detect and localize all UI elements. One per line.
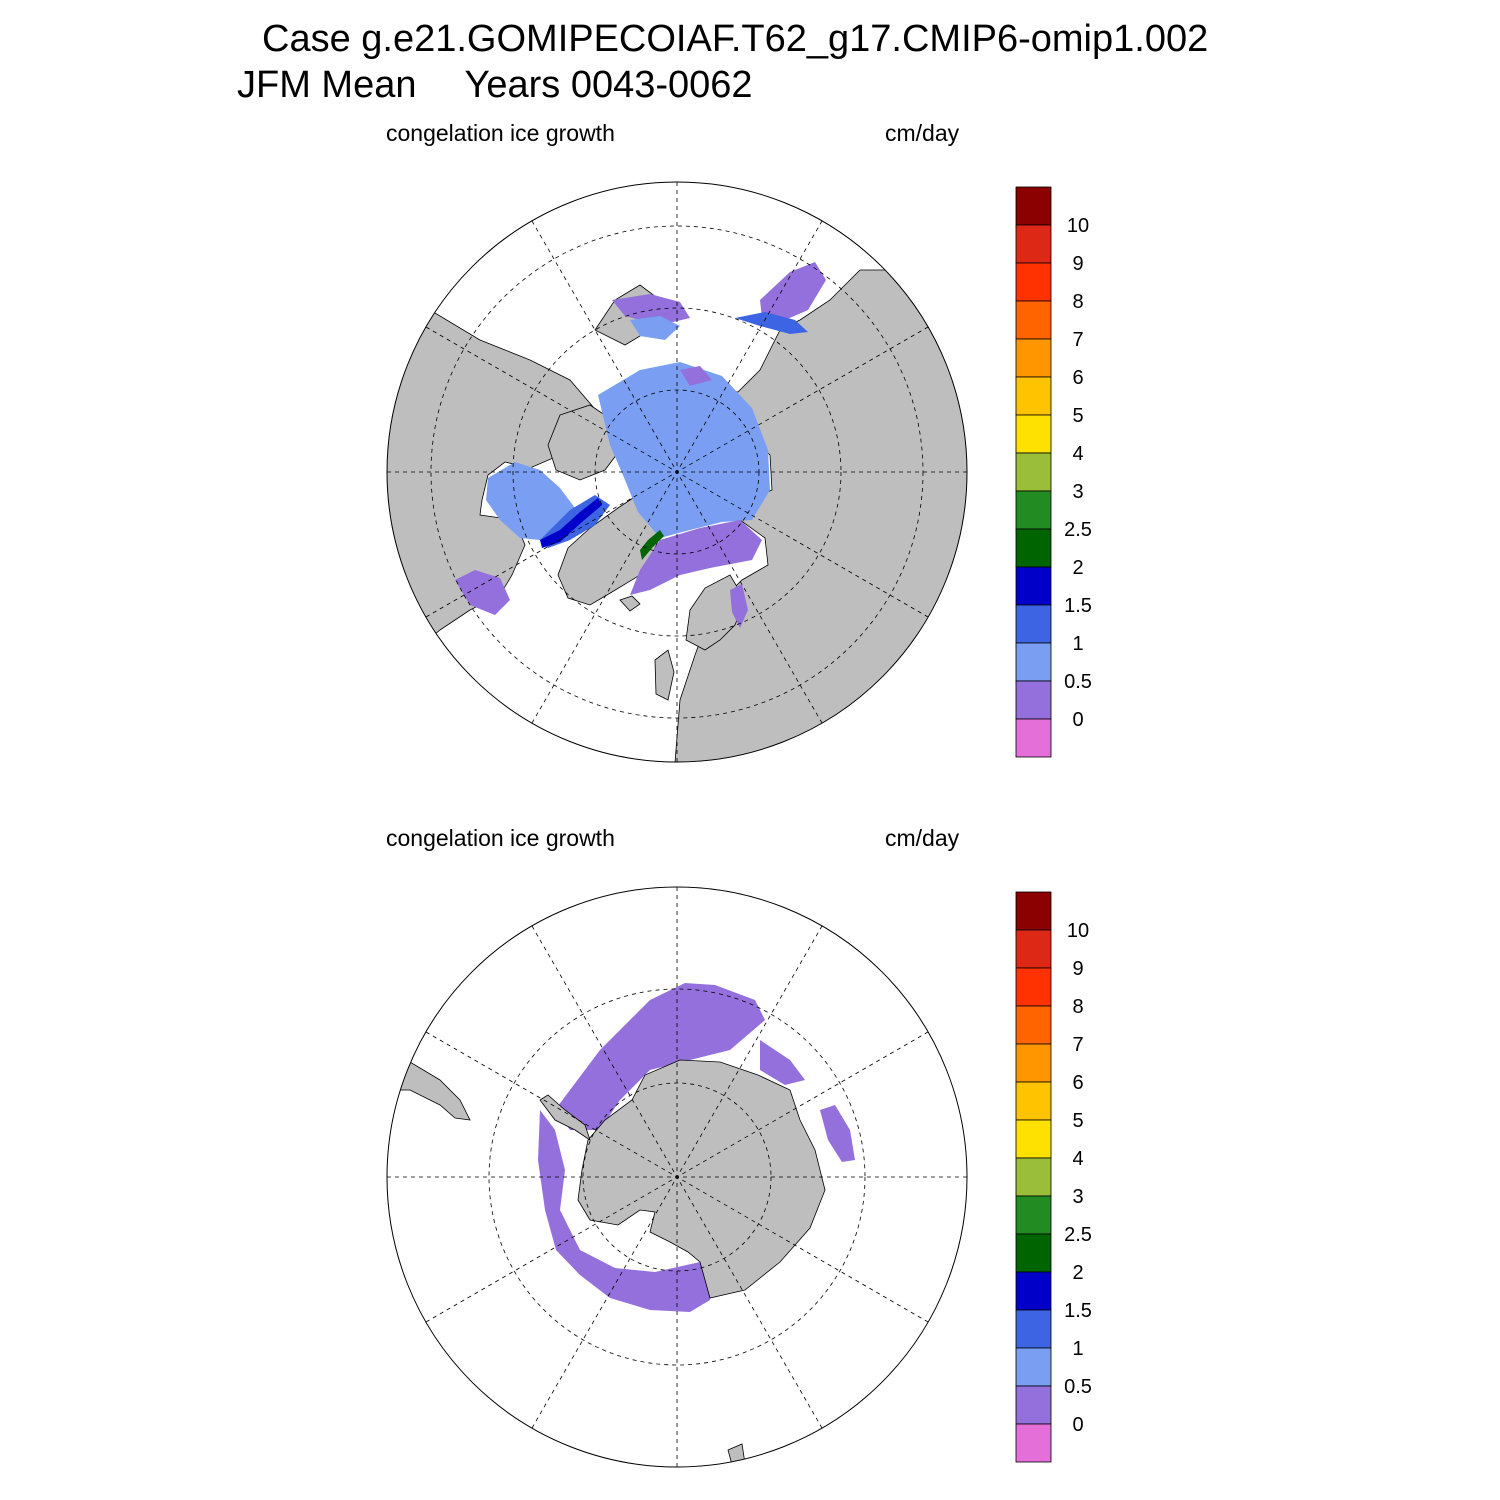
north-ice-greenland-edge	[540, 498, 602, 548]
colorbar-tick-label: 9	[1072, 253, 1083, 275]
north-variable-label: congelation ice growth	[386, 120, 615, 146]
colorbar-box	[1015, 1119, 1052, 1159]
colorbar-tick-label: 1	[1072, 633, 1083, 655]
south-land-antarctica	[577, 1059, 826, 1299]
colorbar-box	[1015, 1233, 1052, 1273]
colorbar-tick-label: 0.5	[1064, 1376, 1092, 1398]
colorbar-tick-label: 6	[1072, 367, 1083, 389]
north-ice-central-arctic	[598, 362, 770, 538]
south-units-label: cm/day	[885, 825, 960, 851]
colorbar-tick-label: 8	[1072, 291, 1083, 313]
north-ice-baltic	[730, 584, 748, 628]
colorbar-box	[1015, 1157, 1052, 1197]
colorbar-tick-label: 7	[1072, 1034, 1083, 1056]
colorbar-tick-label: 1.5	[1064, 595, 1092, 617]
colorbar-tick-label: 4	[1072, 443, 1083, 465]
colorbar-tick-label: 10	[1067, 215, 1089, 237]
north-ice-bering-blue	[630, 316, 680, 340]
colorbar-tick-label: 1	[1072, 1338, 1083, 1360]
colorbar-tick-label: 5	[1072, 405, 1083, 427]
colorbar-box	[1015, 490, 1052, 530]
colorbar-tick-label: 2.5	[1064, 1224, 1092, 1246]
colorbar-box	[1015, 967, 1052, 1007]
colorbar-box	[1015, 452, 1052, 492]
colorbar-box	[1015, 1081, 1052, 1121]
south-variable-label: congelation ice growth	[386, 825, 615, 851]
colorbar-box	[1015, 300, 1052, 340]
colorbar-box	[1015, 528, 1052, 568]
north-polar-map	[386, 181, 968, 763]
south-land-antarctic-peninsula	[539, 1094, 591, 1141]
south-ice-weddell-east	[760, 1040, 805, 1085]
south-graticule	[387, 887, 967, 1467]
colorbar-tick-label: 3	[1072, 481, 1083, 503]
colorbar-box	[1015, 414, 1052, 454]
colorbar-box	[1015, 604, 1052, 644]
colorbar-box	[1015, 1043, 1052, 1083]
colorbar-tick-label: 0	[1072, 709, 1083, 731]
colorbar-tick-label: 9	[1072, 958, 1083, 980]
colorbar-tick-label: 0	[1072, 1414, 1083, 1436]
colorbar-box	[1015, 718, 1052, 758]
colorbar-box	[1015, 186, 1052, 226]
colorbar-box	[1015, 680, 1052, 720]
north-ice-bering	[612, 294, 690, 325]
colorbar-tick-label: 8	[1072, 996, 1083, 1018]
colorbar-box	[1015, 566, 1052, 606]
colorbar-tick-label: 10	[1067, 920, 1089, 942]
years-label: Years 0043-0062	[464, 64, 753, 106]
south-colorbar: 0 0.5 1 1.5 2 2.5 3 4 5 6 7 8 9 10	[1015, 891, 1092, 1463]
colorbar-tick-label: 5	[1072, 1110, 1083, 1132]
colorbar-tick-label: 4	[1072, 1148, 1083, 1170]
north-graticule	[387, 182, 967, 762]
colorbar-tick-label: 2	[1072, 1262, 1083, 1284]
colorbar-box	[1015, 1195, 1052, 1235]
north-ice-okhotsk	[760, 262, 826, 320]
colorbar-box	[1015, 929, 1052, 969]
season-label: JFM Mean	[237, 64, 417, 106]
south-polar-map	[386, 886, 968, 1468]
colorbar-box	[1015, 891, 1052, 931]
colorbar-box	[1015, 1347, 1052, 1387]
colorbar-box	[1015, 1271, 1052, 1311]
colorbar-tick-label: 1.5	[1064, 1300, 1092, 1322]
south-ice-east-patch	[820, 1105, 855, 1162]
south-ice-ross	[538, 1110, 712, 1312]
south-ice-weddell	[555, 983, 765, 1130]
colorbar-tick-label: 0.5	[1064, 671, 1092, 693]
colorbar-box	[1015, 1423, 1052, 1463]
colorbar-tick-label: 2.5	[1064, 519, 1092, 541]
colorbar-tick-label: 2	[1072, 557, 1083, 579]
north-ice-east-siberian-light	[680, 366, 712, 386]
colorbar-box	[1015, 1005, 1052, 1045]
north-map-border	[386, 181, 968, 763]
north-ice-barents-kara	[630, 520, 762, 595]
colorbar-box	[1015, 1385, 1052, 1425]
colorbar-tick-label: 3	[1072, 1186, 1083, 1208]
colorbar-box	[1015, 1309, 1052, 1349]
north-ice-greenland-edge-green	[640, 530, 664, 560]
colorbar-box	[1015, 262, 1052, 302]
north-land-iceland	[619, 595, 641, 612]
north-land-arctic-islands	[547, 404, 621, 481]
north-colorbar: 0 0.5 1 1.5 2 2.5 3 4 5 6 7 8 9 10	[1015, 186, 1092, 758]
north-land-britain	[654, 649, 675, 701]
north-ice-baffin-hudson	[486, 462, 575, 540]
north-ice-okhotsk-edge	[735, 312, 808, 334]
case-title: Case g.e21.GOMIPECOIAF.T62_g17.CMIP6-omi…	[262, 18, 1209, 60]
colorbar-box	[1015, 338, 1052, 378]
season-title: JFM Mean Years 0043-0062	[237, 64, 753, 107]
colorbar-box	[1015, 376, 1052, 416]
north-ice-labrador	[455, 570, 510, 615]
colorbar-tick-label: 7	[1072, 329, 1083, 351]
north-units-label: cm/day	[885, 120, 960, 146]
south-map-border	[386, 886, 968, 1468]
colorbar-box	[1015, 224, 1052, 264]
colorbar-box	[1015, 642, 1052, 682]
colorbar-tick-label: 6	[1072, 1072, 1083, 1094]
